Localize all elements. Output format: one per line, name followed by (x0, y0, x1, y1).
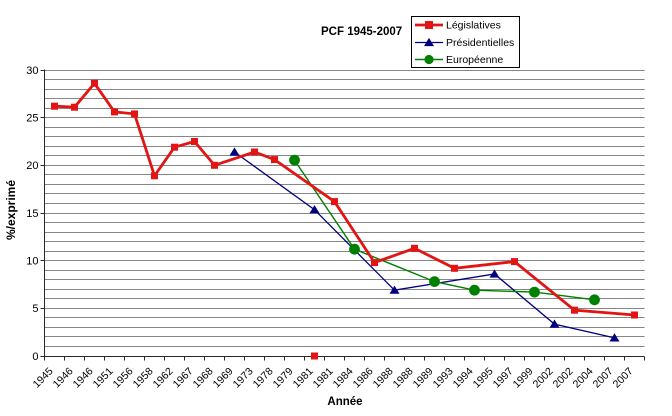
svg-text:20: 20 (26, 160, 38, 172)
svg-text:Année: Année (327, 396, 362, 408)
svg-text:5: 5 (32, 303, 38, 315)
svg-text:PCF 1945-2007: PCF 1945-2007 (321, 26, 402, 38)
svg-text:%/exprimé: %/exprimé (4, 180, 18, 240)
svg-text:Législatives: Législatives (446, 20, 501, 32)
svg-text:30: 30 (26, 65, 38, 77)
svg-text:15: 15 (26, 208, 38, 220)
svg-text:Européenne: Européenne (446, 54, 503, 66)
svg-text:0: 0 (32, 351, 38, 363)
svg-text:10: 10 (26, 256, 38, 268)
svg-text:Présidentielles: Présidentielles (446, 37, 514, 49)
svg-text:25: 25 (26, 113, 38, 125)
